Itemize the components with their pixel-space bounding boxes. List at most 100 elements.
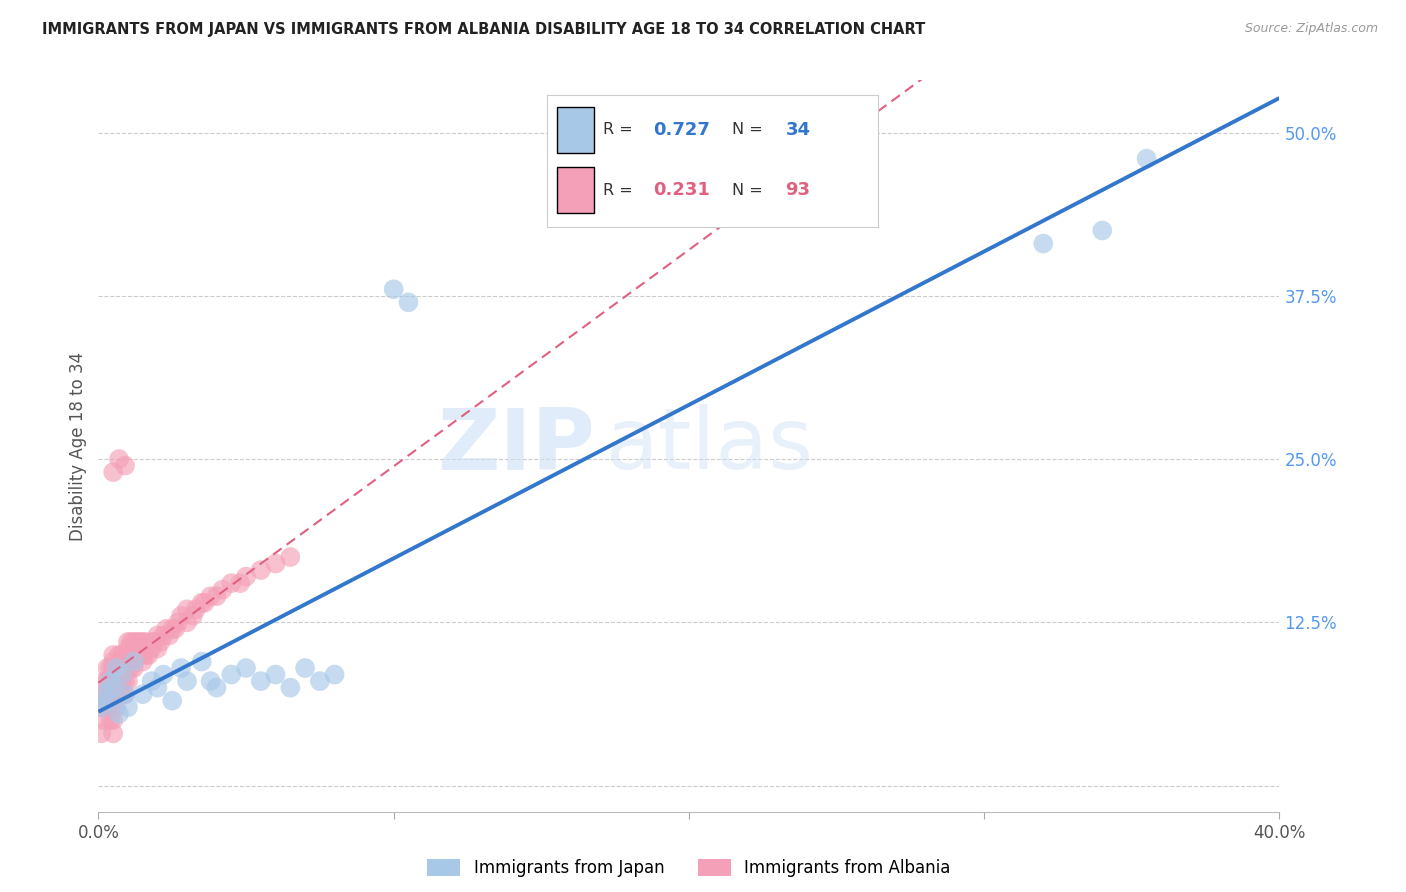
Point xyxy=(96,700,118,714)
Point xyxy=(122,655,145,669)
Point xyxy=(278,549,302,564)
Point xyxy=(120,648,142,662)
Point xyxy=(396,295,419,310)
Point xyxy=(181,608,204,623)
Text: atlas: atlas xyxy=(606,404,814,488)
Point xyxy=(105,700,128,714)
Point xyxy=(93,687,115,701)
Point xyxy=(105,687,128,701)
Point xyxy=(111,674,134,689)
Point xyxy=(117,661,139,675)
Point xyxy=(138,648,160,662)
Point xyxy=(117,635,139,649)
Point xyxy=(135,648,157,662)
Point xyxy=(264,667,287,681)
Point xyxy=(211,582,233,597)
Point xyxy=(205,589,228,603)
Point xyxy=(108,674,131,689)
Point xyxy=(170,661,193,675)
Point xyxy=(1032,236,1054,251)
Point xyxy=(117,655,139,669)
Point xyxy=(108,667,131,681)
Point xyxy=(294,661,316,675)
Point xyxy=(128,648,150,662)
Point xyxy=(250,674,273,689)
Point xyxy=(117,648,139,662)
Point xyxy=(96,687,118,701)
Point xyxy=(103,681,125,695)
Point xyxy=(200,674,222,689)
Legend: Immigrants from Japan, Immigrants from Albania: Immigrants from Japan, Immigrants from A… xyxy=(420,853,957,884)
Point xyxy=(1135,152,1157,166)
Point xyxy=(98,687,121,701)
Point xyxy=(200,589,222,603)
Point xyxy=(132,655,155,669)
Point xyxy=(103,687,125,701)
Y-axis label: Disability Age 18 to 34: Disability Age 18 to 34 xyxy=(69,351,87,541)
Point xyxy=(165,622,187,636)
Point xyxy=(90,700,112,714)
Point xyxy=(323,667,346,681)
Point xyxy=(105,661,128,675)
Point xyxy=(103,700,125,714)
Point xyxy=(103,655,125,669)
Point xyxy=(117,700,139,714)
Point xyxy=(103,726,125,740)
Point xyxy=(176,615,198,630)
Point xyxy=(111,687,134,701)
Point xyxy=(98,661,121,675)
Point xyxy=(125,635,148,649)
Point xyxy=(191,655,214,669)
Point xyxy=(264,557,287,571)
Point xyxy=(176,674,198,689)
Point xyxy=(93,674,115,689)
Point xyxy=(382,282,405,296)
Point xyxy=(219,576,242,591)
Point xyxy=(114,687,136,701)
Point xyxy=(111,667,134,681)
Point xyxy=(114,674,136,689)
Point xyxy=(125,641,148,656)
Point xyxy=(167,615,190,630)
Point xyxy=(117,641,139,656)
Point xyxy=(90,700,112,714)
Point xyxy=(146,628,169,642)
Point xyxy=(235,661,257,675)
Point xyxy=(157,628,180,642)
Point xyxy=(122,648,145,662)
Point xyxy=(205,681,228,695)
Point xyxy=(135,635,157,649)
Point xyxy=(105,674,128,689)
Point xyxy=(108,648,131,662)
Point xyxy=(93,687,115,701)
Point xyxy=(146,681,169,695)
Point xyxy=(108,452,131,467)
Point xyxy=(114,458,136,473)
Text: Source: ZipAtlas.com: Source: ZipAtlas.com xyxy=(1244,22,1378,36)
Point xyxy=(125,648,148,662)
Point xyxy=(96,694,118,708)
Point xyxy=(184,602,207,616)
Point xyxy=(103,714,125,728)
Point xyxy=(143,635,166,649)
Point xyxy=(141,635,163,649)
Point xyxy=(170,608,193,623)
Point xyxy=(90,726,112,740)
Point xyxy=(108,706,131,721)
Point xyxy=(122,661,145,675)
Point xyxy=(103,667,125,681)
Point xyxy=(132,687,155,701)
Point xyxy=(117,674,139,689)
Point xyxy=(1091,223,1114,237)
Point xyxy=(114,661,136,675)
Point xyxy=(122,635,145,649)
Point xyxy=(162,622,183,636)
Point xyxy=(162,694,183,708)
Point xyxy=(132,648,155,662)
Point xyxy=(191,596,214,610)
Point xyxy=(176,602,198,616)
Point xyxy=(132,635,155,649)
Point xyxy=(146,641,169,656)
Point xyxy=(250,563,273,577)
Point xyxy=(141,674,163,689)
